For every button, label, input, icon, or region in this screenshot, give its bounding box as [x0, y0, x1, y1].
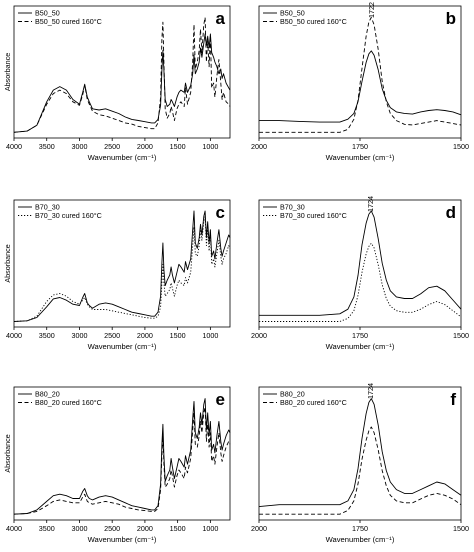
x-tick-label: 4000 [6, 142, 22, 151]
x-tick-label: 2500 [104, 142, 120, 151]
x-tick-label: 1500 [170, 524, 186, 533]
peak-annotation: 1722 [367, 2, 376, 18]
x-axis-label: Wavenumber (cm⁻¹) [88, 342, 157, 351]
panel-e: 4000 3500 3000 2500 2000 1500 1000 Wavenumber (… [3, 386, 231, 544]
x-tick-label: 1000 [202, 331, 218, 340]
y-axis-label: Absorbance [3, 53, 12, 91]
x-tick-label: 1750 [352, 142, 368, 151]
x-tick-label: 3000 [71, 524, 87, 533]
x-axis-label: Wavenumber (cm⁻¹) [88, 535, 157, 544]
panel-label: f [450, 390, 456, 409]
legend-label: B80_20 cured 160°C [35, 398, 102, 407]
panel-b: 2000 1750 1500 Wavenumber (cm⁻¹) B50_50B50_5… [251, 2, 469, 162]
x-axis-label: Wavenumber (cm⁻¹) [88, 153, 157, 162]
series-line-2 [13, 215, 231, 322]
x-axis-label: Wavenumber (cm⁻¹) [326, 535, 395, 544]
legend-label: B70_30 cured 160°C [35, 211, 102, 220]
legend-label: B50_50 [35, 9, 60, 18]
x-tick-label: 1500 [453, 142, 469, 151]
series-line-2 [13, 17, 231, 133]
series-line-1 [13, 398, 231, 515]
panel-label: c [216, 203, 225, 222]
x-tick-label: 1750 [352, 524, 368, 533]
plot-frame [13, 5, 231, 139]
legend-label: B50_50 cured 160°C [280, 17, 347, 26]
peak-annotation: 1724 [366, 383, 375, 399]
x-tick-label: 1500 [453, 524, 469, 533]
legend-label: B70_30 [280, 203, 305, 212]
x-tick-label: 3500 [39, 142, 55, 151]
x-tick-label: 1500 [170, 142, 186, 151]
x-tick-label: 3500 [39, 331, 55, 340]
x-axis-label: Wavenumber (cm⁻¹) [326, 342, 395, 351]
series-line-2 [259, 426, 462, 515]
plot-frame [13, 199, 231, 328]
panel-label: a [216, 9, 226, 28]
series-line-2 [259, 242, 462, 322]
x-tick-label: 1500 [453, 331, 469, 340]
legend-label: B80_20 cured 160°C [280, 398, 347, 407]
legend-label: B80_20 [35, 390, 60, 399]
x-tick-label: 4000 [6, 331, 22, 340]
x-tick-label: 4000 [6, 524, 22, 533]
x-tick-label: 2000 [137, 524, 153, 533]
legend-label: B50_50 [280, 9, 305, 18]
x-tick-label: 2000 [137, 331, 153, 340]
x-tick-label: 2000 [251, 331, 267, 340]
series-line-2 [13, 406, 231, 515]
legend-label: B70_30 cured 160°C [280, 211, 347, 220]
legend-label: B80_20 [280, 390, 305, 399]
series-line-1 [259, 210, 462, 316]
panel-label: e [216, 390, 225, 409]
x-tick-label: 3000 [71, 331, 87, 340]
series-line-1 [13, 33, 231, 133]
x-tick-label: 3000 [71, 142, 87, 151]
panel-c: 4000 3500 3000 2500 2000 1500 1000 Wavenumber (… [3, 199, 231, 351]
x-tick-label: 2500 [104, 331, 120, 340]
x-tick-label: 1000 [202, 524, 218, 533]
x-tick-label: 2000 [137, 142, 153, 151]
y-axis-label: Absorbance [3, 434, 12, 472]
x-axis-label: Wavenumber (cm⁻¹) [326, 153, 395, 162]
panel-label: b [446, 9, 456, 28]
peak-annotation: 1724 [366, 196, 375, 212]
series-line-1 [258, 398, 462, 508]
x-tick-label: 1750 [352, 331, 368, 340]
legend-label: B50_50 cured 160°C [35, 17, 102, 26]
plot-frame [13, 386, 231, 521]
series-line-2 [259, 17, 462, 133]
x-tick-label: 1500 [170, 331, 186, 340]
legend-label: B70_30 [35, 203, 60, 212]
x-tick-label: 1000 [202, 142, 218, 151]
x-tick-label: 2500 [104, 524, 120, 533]
y-axis-label: Absorbance [3, 244, 12, 282]
series-line-1 [259, 50, 462, 123]
panel-f: 2000 1750 1500 Wavenumber (cm⁻¹) B80_20B80_2… [251, 383, 469, 544]
series-line-1 [13, 210, 231, 322]
panel-d: 2000 1750 1500 Wavenumber (cm⁻¹) B70_30B70_3… [251, 196, 469, 351]
panel-label: d [446, 203, 456, 222]
panel-a: 4000 3500 3000 2500 2000 1500 1000 Wavenumber (… [3, 5, 231, 162]
x-tick-label: 2000 [251, 524, 267, 533]
x-tick-label: 3500 [39, 524, 55, 533]
x-tick-label: 2000 [251, 142, 267, 151]
